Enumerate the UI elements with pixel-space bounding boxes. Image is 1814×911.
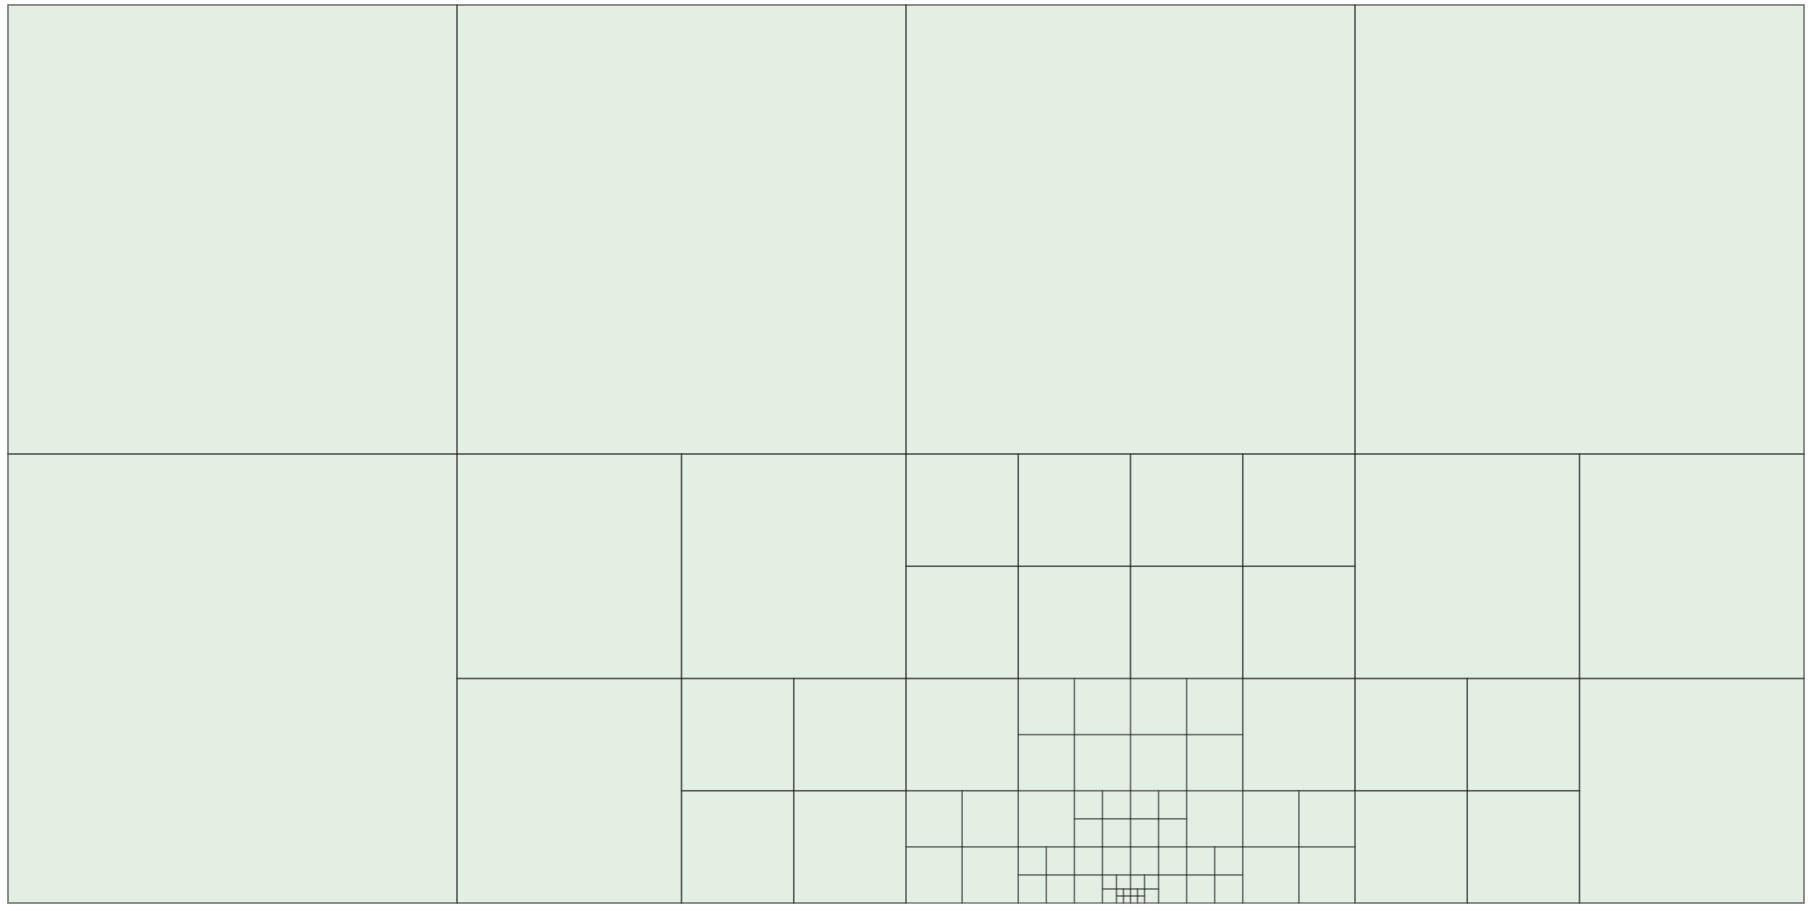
mesh-cell [1213,874,1244,904]
mesh-cell [1466,677,1581,792]
mesh-cell [1241,565,1356,680]
mesh-cell [1073,846,1104,876]
mesh-cell [1129,895,1139,904]
mesh-cell [456,453,683,680]
mesh-cell [1101,818,1132,848]
mesh-cell [1115,888,1125,897]
mesh-cell [1129,846,1160,876]
mesh-cell [456,677,683,904]
mesh-cell [1101,874,1118,890]
mesh-cell [1157,818,1188,848]
mesh-cell [1185,733,1244,792]
mesh-cell [1354,453,1581,680]
mesh-cell [1354,4,1805,455]
mesh-cells [7,4,1805,904]
mesh-cell [1129,565,1244,680]
mesh-cell [7,4,458,455]
mesh-cell [1017,846,1048,876]
mesh-cell [1241,846,1300,904]
mesh-cell [1073,733,1132,792]
mesh-cell [1101,846,1132,876]
mesh-cell [792,789,907,904]
mesh-cell [1017,874,1048,904]
mesh-cell [1241,453,1356,568]
mesh-cell [1143,888,1160,904]
mesh-cell [1185,677,1244,736]
mesh-cell [1129,818,1160,848]
mesh-cell [905,565,1020,680]
mesh-cell [1129,453,1244,568]
mesh-cell [1129,733,1188,792]
mesh-cell [1241,677,1356,792]
mesh-cell [905,4,1356,455]
mesh-cell [1073,874,1104,904]
mesh-cell [792,677,907,792]
mesh-cell [1045,846,1076,876]
mesh-cell [1143,874,1160,890]
mesh-cell [680,453,907,680]
mesh-cell [1115,874,1132,890]
mesh-cell [1578,453,1805,680]
mesh-cell [1185,789,1244,848]
mesh-cell [1122,895,1132,904]
mesh-cell [1101,888,1118,904]
mesh-cell [1136,895,1146,904]
mesh-cell [961,789,1020,848]
mesh-cell [1185,846,1216,876]
mesh-cell [1101,789,1132,820]
mesh-cell [1136,888,1146,897]
mesh-cell [1466,789,1581,904]
mesh-cell [680,789,795,904]
mesh-cell [1073,677,1132,736]
mesh-cell [1017,677,1076,736]
mesh-cell [1129,677,1188,736]
mesh-cell [1017,565,1132,680]
mesh-cell [456,4,907,455]
mesh-cell [905,453,1020,568]
mesh-cell [1354,677,1469,792]
mesh-cell [7,453,458,904]
mesh-cell [1129,874,1146,890]
mesh-cell [1157,789,1188,820]
mesh-cell [1122,888,1132,897]
mesh-cell [1354,789,1469,904]
mesh-cell [961,846,1020,904]
mesh-cell [1213,846,1244,876]
mesh-cell [1185,874,1216,904]
mesh-cell [905,789,963,848]
mesh-cell [905,677,1020,792]
mesh-background [7,4,1805,904]
mesh-cell [1017,789,1076,848]
mesh-cell [1578,677,1805,904]
mesh-cell [1129,789,1160,820]
mesh-cell [680,677,795,792]
mesh-cell [1129,888,1139,897]
mesh-cell [1115,895,1125,904]
mesh-cell [1298,789,1356,848]
mesh-cell [1017,453,1132,568]
mesh-cell [1157,874,1188,904]
mesh-cell [1073,789,1104,820]
mesh-cell [1073,818,1104,848]
mesh-cell [1045,874,1076,904]
mesh-cell [1241,789,1300,848]
mesh-cell [1017,733,1076,792]
mesh-cell [905,846,963,904]
mesh-cell [1298,846,1356,904]
mesh-cell [1157,846,1188,876]
